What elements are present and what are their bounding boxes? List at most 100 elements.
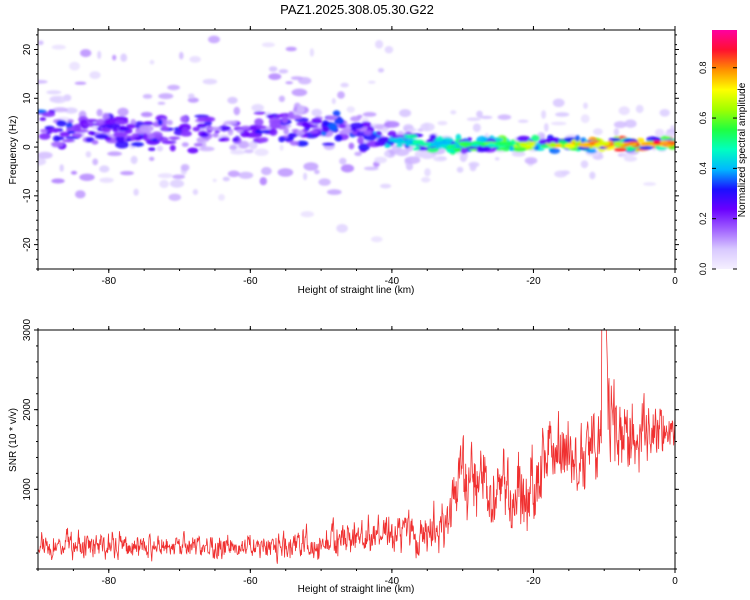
chart-title: PAZ1.2025.308.05.30.G22 — [280, 2, 434, 17]
spectrogram-xtick-label: 0 — [672, 276, 678, 287]
spectrogram-cell — [180, 115, 188, 123]
spectrogram-ylabel: Frequency (Hz) — [8, 116, 19, 185]
spectrogram-cell — [613, 142, 625, 147]
spectrogram-cell — [142, 121, 154, 126]
spectrogram-cell — [169, 144, 176, 152]
spectrogram-cell — [187, 97, 199, 103]
spectrogram-cell — [424, 168, 431, 177]
spectrogram-cell — [118, 125, 127, 132]
spectrogram-cell — [383, 151, 391, 157]
spectrogram-cell — [577, 142, 591, 147]
spectrogram-cell — [168, 193, 182, 201]
spectrogram-cell — [354, 151, 362, 156]
spectrogram-cell — [653, 141, 661, 146]
spectrogram-cell — [148, 147, 156, 151]
spectrogram-cell — [363, 166, 379, 171]
spectrogram-cell — [338, 129, 354, 135]
spectrogram-cell — [169, 179, 185, 188]
spectrogram-cell — [59, 131, 71, 137]
spectrogram-cell — [480, 115, 493, 119]
spectrogram-cell — [69, 61, 80, 71]
spectrogram-cell — [335, 135, 342, 140]
spectrogram-cell — [608, 137, 621, 142]
spectrogram-cell — [670, 125, 675, 131]
spectrogram-cell — [278, 95, 285, 103]
snr-series-line — [38, 330, 675, 564]
spectrogram-cell — [420, 122, 435, 132]
spectrogram-cell — [253, 111, 266, 115]
spectrogram-cell — [285, 46, 297, 52]
spectrogram-cell — [38, 80, 48, 84]
spectrogram-cell — [357, 136, 364, 145]
spectrogram-cell — [227, 130, 234, 136]
spectrogram-cell — [179, 51, 184, 60]
spectrogram-cell — [322, 142, 335, 146]
spectrogram-cell — [384, 46, 394, 54]
spectrogram-cell — [437, 121, 448, 126]
spectrogram-cell — [593, 128, 603, 136]
spectrogram-cell — [115, 140, 129, 149]
spectrogram-cell — [287, 133, 297, 138]
spectrogram-cell — [261, 42, 275, 48]
spectrogram-cell — [278, 136, 286, 143]
spectrogram-cell — [399, 109, 412, 118]
spectrogram-cell — [405, 128, 418, 132]
spectrogram-cell — [201, 132, 207, 137]
spectrogram-cell — [172, 174, 186, 180]
snr-xtick-label: 0 — [672, 576, 678, 587]
spectrogram-cell — [414, 150, 422, 159]
spectrogram-cell — [131, 133, 140, 138]
snr-ylabel: SNR (10 * v/v) — [8, 408, 19, 472]
spectrogram-cell — [91, 140, 99, 145]
spectrogram-cell — [193, 142, 203, 147]
spectrogram-cell — [300, 211, 314, 218]
spectrogram-cell — [244, 149, 254, 154]
spectrogram-cell — [198, 146, 215, 152]
spectrogram-cell — [130, 142, 144, 147]
spectrogram-cell — [546, 138, 559, 145]
spectrogram-cell — [396, 143, 403, 148]
spectrogram-cell — [181, 142, 189, 148]
spectrogram-cell — [189, 56, 201, 63]
spectrogram-cell — [524, 157, 538, 165]
spectrogram-cell — [218, 194, 225, 201]
spectrogram-cell — [96, 108, 103, 117]
spectrogram-cell — [56, 120, 67, 127]
spectrogram-cell — [468, 161, 480, 168]
spectrogram-cell — [289, 140, 299, 146]
spectrogram-cell — [394, 134, 405, 138]
spectrogram-cell — [429, 134, 437, 141]
spectrogram-cell — [251, 104, 264, 112]
spectrogram-cell — [181, 127, 188, 133]
spectrogram-xtick-label: -80 — [102, 276, 117, 287]
spectrogram-cell — [46, 90, 62, 95]
spectrogram-cell — [332, 110, 341, 117]
spectrogram-cell — [99, 165, 110, 173]
spectrogram-cell — [327, 189, 342, 195]
spectrogram-cell — [80, 49, 92, 58]
spectrogram-cell — [418, 142, 432, 147]
spectrogram-cell — [477, 145, 491, 152]
spectrogram-cell — [232, 137, 240, 142]
spectrogram-cell — [149, 156, 155, 161]
spectrogram-cell — [618, 106, 630, 116]
spectrogram-cell — [51, 178, 65, 184]
spectrogram-cell — [159, 179, 169, 189]
spectrogram-cell — [72, 124, 82, 132]
spectrogram-cell — [285, 81, 294, 85]
spectrogram-cell — [250, 133, 263, 138]
spectrogram-cell — [92, 158, 99, 166]
spectrogram-cell — [142, 94, 153, 99]
spectrogram-cell — [126, 123, 136, 129]
spectrogram-cell — [596, 141, 611, 146]
spectrogram-cell — [326, 115, 338, 121]
spectrogram-cell — [375, 40, 384, 49]
spectrogram-cell — [168, 136, 181, 140]
spectrogram-cell — [540, 144, 550, 149]
spectrogram-cell — [75, 190, 86, 199]
spectrogram-cell — [550, 121, 567, 126]
spectrogram-cell — [87, 130, 96, 136]
spectrogram-cell — [381, 127, 389, 133]
spectrogram-cell — [268, 73, 282, 80]
spectrogram-cell — [202, 78, 218, 85]
